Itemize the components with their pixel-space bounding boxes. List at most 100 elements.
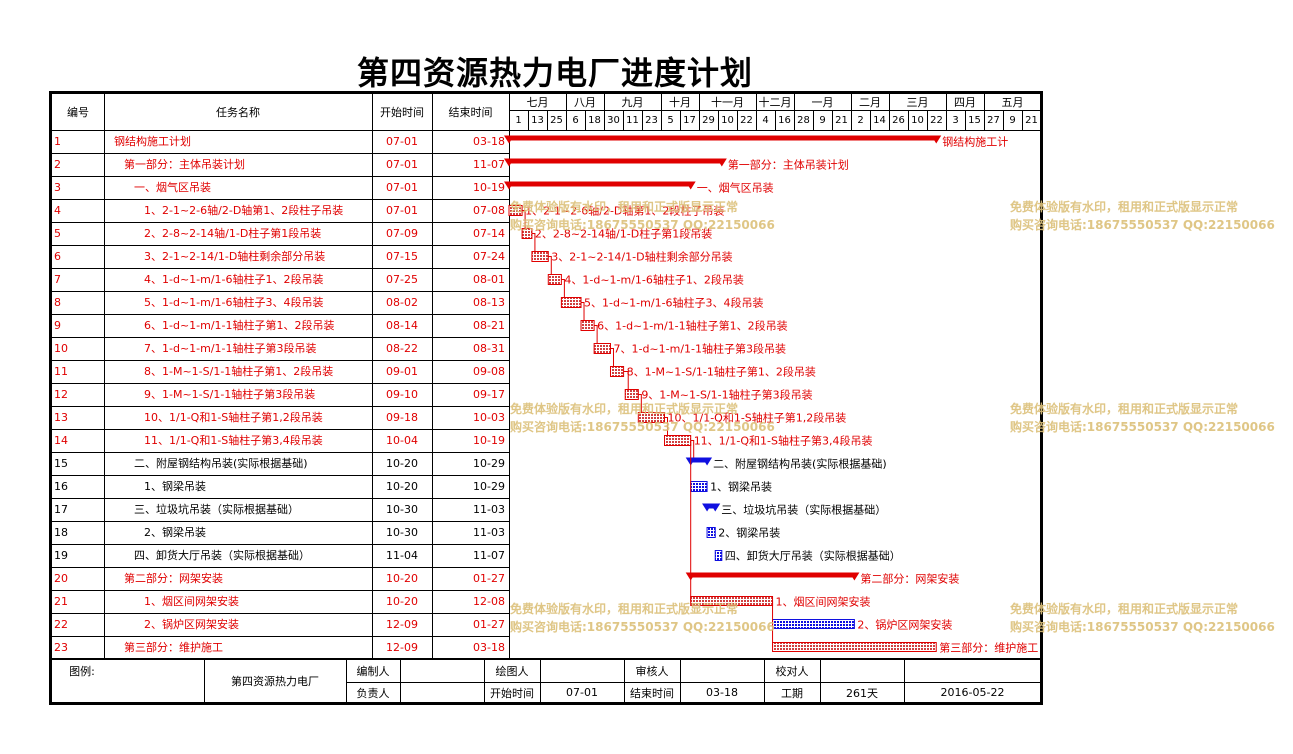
- duration-value: 261天: [846, 686, 878, 700]
- month-divider: [604, 93, 605, 110]
- task-name[interactable]: 4、1-d~1-m/1-6轴柱子1、2段吊装: [144, 273, 324, 286]
- day-divider: [585, 110, 586, 130]
- watermark: 免费体验版有水印，租用和正式版显示正常购买咨询电话:18675550537 QQ…: [1010, 198, 1275, 234]
- task-name[interactable]: 三、垃圾坑吊装（实际根据基础）: [134, 503, 299, 516]
- task-name[interactable]: 9、1-M~1-S/1-1轴柱子第3段吊装: [144, 388, 316, 401]
- row-line: [52, 199, 509, 200]
- bar-label: 4、1-d~1-m/1-6轴柱子1、2段吊装: [564, 273, 744, 287]
- day-tick-label: 21: [1025, 114, 1038, 126]
- footer-col: [484, 659, 485, 703]
- task-end: 09-17: [473, 388, 505, 401]
- task-name[interactable]: 第二部分：网架安装: [124, 572, 223, 585]
- task-start: 07-01: [386, 135, 418, 148]
- month-label: 一月: [811, 95, 834, 109]
- day-divider: [1003, 110, 1004, 130]
- summary-end-marker: [716, 158, 727, 167]
- task-start: 07-25: [386, 273, 418, 286]
- row-line: [52, 590, 509, 591]
- task-name[interactable]: 1、烟区间网架安装: [144, 595, 239, 608]
- watermark-line2: 购买咨询电话:18675550537 QQ:22150066: [510, 620, 775, 634]
- header-bottom-line: [52, 130, 1041, 131]
- summary-bar: [690, 572, 855, 578]
- bar-label: 三、垃圾坑吊装（实际根据基础）: [721, 503, 886, 517]
- watermark-line2: 购买咨询电话:18675550537 QQ:22150066: [1010, 218, 1275, 232]
- bar-label: 1、2-1~2-6轴/2-D轴第1、2段柱子吊装: [525, 204, 724, 218]
- month-label: 二月: [859, 95, 881, 109]
- task-name[interactable]: 1、钢梁吊装: [144, 480, 206, 493]
- day-divider: [965, 110, 966, 130]
- day-tick-label: 29: [702, 114, 715, 126]
- footer-col: [204, 659, 205, 703]
- summary-end-marker: [702, 457, 713, 466]
- start-value: 07-01: [566, 686, 598, 699]
- header-start: 开始时间: [380, 105, 424, 119]
- watermark: 免费体验版有水印，租用和正式版显示正常 购买咨询电话:18675550537 QQ…: [510, 600, 775, 636]
- summary-bar: [509, 158, 722, 164]
- row-line: [52, 383, 509, 384]
- legend-label: 图例:: [69, 664, 95, 678]
- task-end: 03-18: [473, 135, 505, 148]
- month-divider: [699, 93, 700, 110]
- summary-start-marker: [504, 158, 514, 167]
- task-name[interactable]: 1、2-1~2-6轴/2-D轴第1、2段柱子吊装: [144, 204, 344, 217]
- task-bar: [560, 297, 582, 308]
- month-divider: [756, 93, 757, 110]
- row-line: [52, 498, 509, 499]
- month-label: 十二月: [758, 95, 792, 109]
- task-name[interactable]: 3、2-1~2-14/1-D轴柱剩余部分吊装: [144, 250, 326, 263]
- day-divider: [927, 110, 928, 130]
- day-tick-label: 2: [857, 114, 864, 126]
- summary-end-marker: [931, 135, 942, 144]
- task-start: 10-20: [386, 595, 418, 608]
- task-name[interactable]: 11、1/1-Q和1-S轴柱子第3,4段吊装: [144, 434, 323, 447]
- task-end: 10-29: [473, 457, 505, 470]
- task-end: 09-08: [473, 365, 505, 378]
- watermark-line1: 免费体验版有水印，租用和正式版显示正常: [1010, 200, 1239, 214]
- task-name[interactable]: 二、附屋钢结构吊装(实际根据基础): [134, 457, 308, 470]
- task-name[interactable]: 10、1/1-Q和1-S轴柱子第1,2段吊装: [144, 411, 323, 424]
- task-id: 8: [54, 296, 61, 309]
- task-name[interactable]: 四、卸货大厅吊装（实际根据基础）: [134, 549, 310, 562]
- task-start: 07-01: [386, 181, 418, 194]
- watermark-line2: 购买咨询电话:18675550537 QQ:22150066: [510, 420, 775, 434]
- summary-start-marker: [504, 181, 514, 190]
- task-start: 08-22: [386, 342, 418, 355]
- day-divider: [813, 110, 814, 130]
- footer-col: [680, 659, 681, 703]
- task-name[interactable]: 8、1-M~1-S/1-1轴柱子第1、2段吊装: [144, 365, 334, 378]
- watermark: 免费体验版有水印，租用和正式版显示正常 购买咨询电话:18675550537 QQ…: [1010, 600, 1275, 636]
- month-divider: [661, 93, 662, 110]
- task-name[interactable]: 第三部分：维护施工: [124, 641, 223, 654]
- task-start: 10-30: [386, 526, 418, 539]
- footer-col: [764, 659, 765, 703]
- bar-label: 1、钢梁吊装: [710, 480, 772, 494]
- watermark: 免费体验版有水印，租用和正式版显示正常 购买咨询电话:18675550537 QQ…: [510, 400, 775, 436]
- header-end: 结束时间: [448, 105, 493, 119]
- task-id: 13: [54, 411, 68, 424]
- task-name[interactable]: 2、2-8~2-14轴/1-D柱子第1段吊装: [144, 227, 322, 240]
- task-name[interactable]: 钢结构施工计划: [114, 135, 191, 148]
- task-name[interactable]: 2、钢梁吊装: [144, 526, 206, 539]
- task-name[interactable]: 2、锅炉区网架安装: [144, 618, 239, 631]
- task-id: 17: [54, 503, 68, 516]
- bar-label: 2、2-8~2-14轴/1-D柱子第1段吊装: [535, 227, 712, 241]
- day-tick-label: 10: [721, 114, 734, 126]
- task-id: 10: [54, 342, 68, 355]
- task-name[interactable]: 6、1-d~1-m/1-1轴柱子第1、2段吊装: [144, 319, 335, 332]
- task-start: 10-20: [386, 572, 418, 585]
- watermark-line1: 免费体验版有水印，租用和正式版显示正常: [1010, 602, 1239, 616]
- task-end: 10-19: [473, 181, 505, 194]
- task-end: 11-03: [473, 526, 505, 539]
- bar-label: 5、1-d~1-m/1-6轴柱子3、4段吊装: [584, 296, 764, 310]
- task-id: 15: [54, 457, 68, 470]
- task-name[interactable]: 5、1-d~1-m/1-6轴柱子3、4段吊装: [144, 296, 324, 309]
- task-name[interactable]: 一、烟气区吊装: [134, 181, 211, 194]
- day-divider: [832, 110, 833, 130]
- task-name[interactable]: 第一部分：主体吊装计划: [124, 158, 245, 171]
- row-line: [52, 222, 509, 223]
- task-id: 21: [54, 595, 68, 608]
- day-divider: [718, 110, 719, 130]
- task-id: 18: [54, 526, 68, 539]
- task-name[interactable]: 7、1-d~1-m/1-1轴柱子第3段吊装: [144, 342, 317, 355]
